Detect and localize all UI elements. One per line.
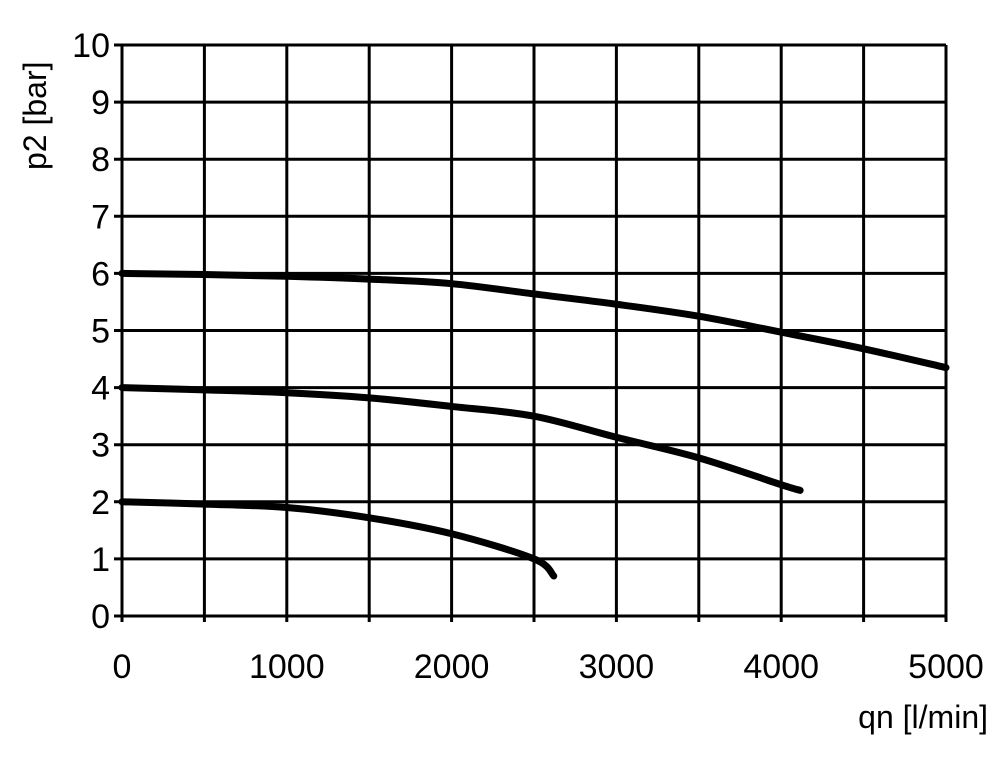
y-tick-label: 0 [91, 598, 110, 636]
x-axis-label: qn [l/min] [858, 699, 988, 735]
y-axis-label: p2 [bar] [17, 61, 53, 170]
y-tick-label: 10 [72, 27, 110, 65]
y-tick-label: 7 [91, 198, 110, 236]
curve-2 [118, 384, 804, 494]
grid [114, 43, 948, 622]
y-tick-label: 9 [91, 84, 110, 122]
x-tick-label: 0 [113, 648, 132, 686]
curve-3 [118, 498, 558, 580]
y-tick-label: 4 [91, 370, 110, 408]
y-tick-label: 8 [91, 141, 110, 179]
y-tick-label: 6 [91, 255, 110, 293]
x-tick-label: 2000 [414, 648, 490, 686]
x-tick-label: 1000 [249, 648, 325, 686]
y-tick-label: 5 [91, 313, 110, 351]
curve-1 [118, 269, 950, 372]
x-tick-label: 5000 [908, 648, 984, 686]
curves [118, 269, 950, 580]
y-tick-label: 1 [91, 541, 110, 579]
x-tick-label: 3000 [579, 648, 655, 686]
tick-labels: 0 1 2 3 4 5 6 7 8 9 10 0 1000 2000 3000 4000 5000 [72, 27, 984, 686]
y-tick-label: 2 [91, 484, 110, 522]
y-tick-label: 3 [91, 427, 110, 465]
x-tick-label: 4000 [743, 648, 819, 686]
